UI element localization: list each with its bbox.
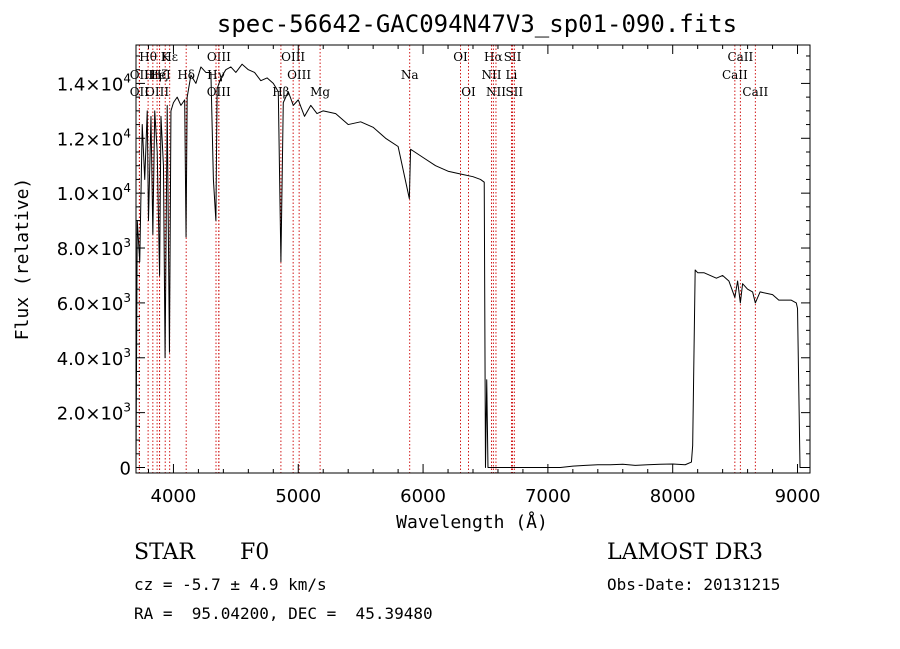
y-tick-label-6: 1.2×104 xyxy=(57,126,131,150)
line-label-0: Hθ xyxy=(139,50,157,64)
line-label-17: Na xyxy=(401,68,419,82)
y-tick-label-4: 8.0×103 xyxy=(57,236,131,260)
line-label-23: SII xyxy=(504,50,522,64)
line-label-25: SII xyxy=(505,85,523,99)
y-tick-label-3: 6.0×103 xyxy=(57,291,131,315)
line-label-1: K xyxy=(161,50,171,64)
line-label-22: NII xyxy=(486,85,506,99)
line-label-9: Hδ xyxy=(177,68,195,82)
line-label-6: Hζ xyxy=(151,68,168,82)
x-tick-label-3: 7000 xyxy=(525,486,571,507)
object-type: STAR xyxy=(134,540,195,565)
line-label-18: OI xyxy=(453,50,468,64)
line-label-7: OIII xyxy=(145,85,169,99)
line-label-21: NII xyxy=(481,68,501,82)
line-label-24: Li xyxy=(506,68,518,82)
x-axis-ticks: 4000 5000 6000 7000 8000 9000 xyxy=(147,45,821,507)
chart-title: spec-56642-GAC094N47V3_sp01-090.fits xyxy=(217,10,737,38)
coordinates: RA = 95.04200, DEC = 45.39480 xyxy=(134,604,433,623)
line-label-5: HeI xyxy=(148,68,171,82)
subclass: F0 xyxy=(240,540,270,565)
line-label-8: OII xyxy=(130,85,150,99)
line-label-4: Hη xyxy=(144,68,162,82)
line-label-19: OI xyxy=(461,85,476,99)
y-tick-label-1: 2.0×103 xyxy=(57,401,131,425)
x-tick-label-2: 6000 xyxy=(400,486,446,507)
line-label-27: CaII xyxy=(722,68,748,82)
y-axis-label: Flux (relative) xyxy=(12,178,33,341)
x-tick-label-5: 9000 xyxy=(775,486,821,507)
line-label-12: OIII xyxy=(207,85,231,99)
survey-name: LAMOST DR3 xyxy=(607,540,763,565)
y-tick-label-7: 1.4×104 xyxy=(57,71,131,95)
line-label-28: CaII xyxy=(742,85,768,99)
line-label-26: CaII xyxy=(727,50,753,64)
x-axis-label: Wavelength (Å) xyxy=(396,511,548,533)
series-flux xyxy=(135,63,804,469)
obs-date: Obs-Date: 20131215 xyxy=(607,575,781,594)
y-tick-label-5: 1.0×104 xyxy=(57,181,131,205)
line-label-20: Hα xyxy=(484,50,503,64)
x-tick-label-4: 8000 xyxy=(650,486,696,507)
x-tick-label-0: 4000 xyxy=(151,486,197,507)
plot-frame xyxy=(135,44,811,474)
line-label-14: OIII xyxy=(287,68,311,82)
x-tick-label-1: 5000 xyxy=(275,486,321,507)
line-label-15: Hβ xyxy=(272,85,289,99)
line-label-16: Mg xyxy=(310,85,330,99)
redshift-readout: cz = -5.7 ± 4.9 km/s xyxy=(134,575,327,594)
line-label-13: OIII xyxy=(281,50,305,64)
y-tick-label-2: 4.0×103 xyxy=(57,346,131,370)
line-label-2: Hε xyxy=(161,50,178,64)
plot-layer xyxy=(135,63,804,469)
line-label-3: OII xyxy=(130,68,150,82)
y-axis-ticks: 0 2.0×103 4.0×103 6.0×103 8.0×103 1.0×104 1.2×… xyxy=(57,55,810,480)
y-tick-label-0: 0 xyxy=(120,459,131,480)
